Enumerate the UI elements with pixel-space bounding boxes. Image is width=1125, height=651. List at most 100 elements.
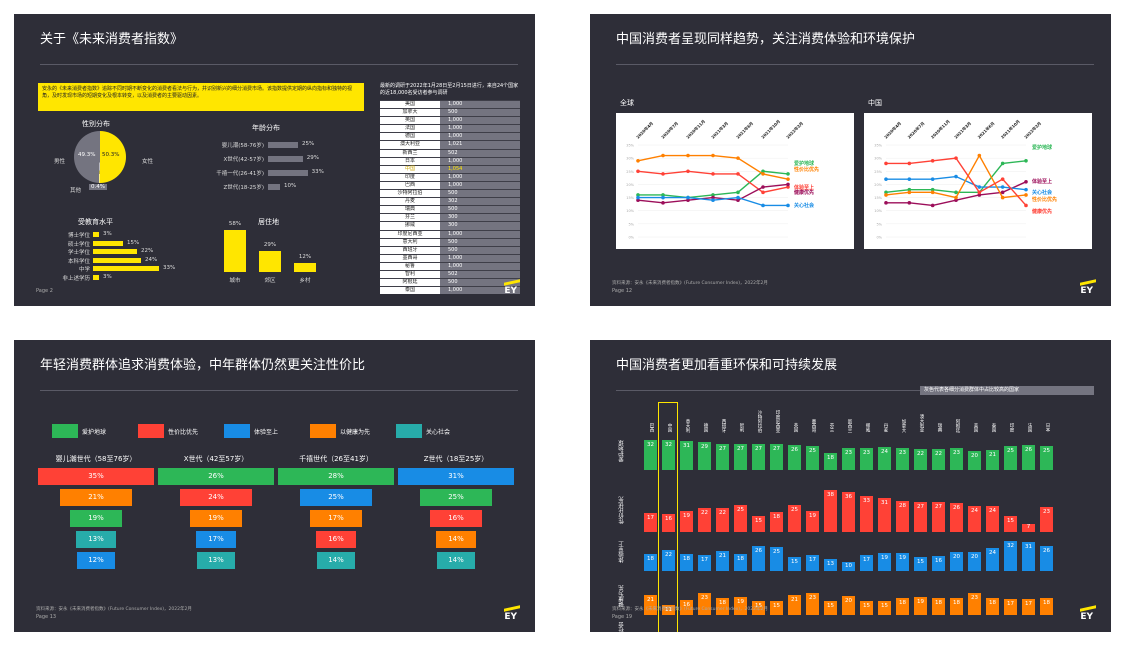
data-point (954, 198, 958, 202)
matrix-cell: 32 (1004, 540, 1017, 571)
matrix-cell: 27 (914, 502, 927, 532)
country-sample: 500 (440, 109, 520, 117)
funnel-bar: 14% (317, 552, 355, 569)
matrix-cell: 18 (824, 452, 837, 470)
country-header: 日本 (1045, 423, 1050, 432)
matrix-cell: 19 (896, 552, 909, 571)
matrix-cell: 15 (878, 600, 891, 615)
matrix-cell: 16 (932, 555, 945, 571)
legend-label: 性价比优先 (168, 428, 199, 436)
funnel-bar: 19% (190, 510, 242, 527)
legend-swatch (52, 424, 78, 438)
matrix-cell: 18 (1040, 597, 1053, 615)
matrix-cell: 20 (950, 552, 963, 571)
country-sample: 1,000 (440, 173, 520, 181)
data-point (1000, 161, 1005, 166)
series-label: 性价比优先 (793, 166, 819, 173)
edu-label: 博士学位 (67, 233, 90, 239)
country-header: 阿根廷 (955, 418, 960, 433)
x-tick-label: 2020年11月 (929, 118, 951, 140)
data-point (661, 201, 665, 205)
other-pct: 0.4% (89, 184, 107, 190)
age-value: 10% (284, 183, 297, 189)
country-sample: 1,000 (440, 254, 520, 262)
female-label: 女性 (142, 159, 154, 165)
country-name: 意大利 (380, 238, 440, 246)
china-line-chart: 0% 5% 10% 15% 20% 25% 30% 35% 2020年4月 2020年7月 2020… (864, 113, 1092, 249)
country-header: 芬兰 (829, 423, 834, 432)
x-tick-label: 2021年3月 (709, 120, 729, 140)
data-point (884, 201, 888, 205)
matrix-cell: 32 (662, 439, 675, 470)
y-tick-label: 5% (628, 222, 634, 226)
ey-logo: EY (504, 612, 517, 622)
y-tick-label: 10% (874, 209, 882, 213)
funnel-bar: 35% (38, 468, 154, 485)
matrix-cell: 17 (1022, 598, 1035, 615)
ey-logo: EY (1080, 286, 1093, 296)
generation-title: Z世代（18至25岁） (423, 455, 489, 463)
edu-value: 24% (145, 256, 158, 263)
data-point (954, 174, 958, 179)
data-point (884, 161, 888, 166)
age-bar (268, 156, 303, 162)
edu-bar (93, 232, 99, 237)
matrix-cell: 27 (770, 444, 783, 470)
data-point (711, 172, 715, 176)
matrix-cell: 26 (1022, 445, 1035, 470)
slide-china-trend: 中国消费者呈现同样趋势，关注消费体验和环境保护 全球 中国 0% 5% 10% 15%… (590, 14, 1111, 306)
matrix-cell: 18 (896, 597, 909, 615)
legend-label: 体验至上 (254, 428, 279, 436)
divider (616, 64, 1094, 65)
matrix-cell: 22 (662, 550, 675, 571)
data-point (686, 198, 690, 202)
country-sample: 500 (440, 190, 520, 198)
slide-about-index: 关于《未来消费者指数》 安永的《未来消费者指数》追踪不同时期不断变化的消费者看法… (14, 14, 535, 306)
funnel-bar: 19% (70, 510, 122, 527)
x-tick-label: 2020年7月 (659, 120, 679, 140)
country-row: 意大利 500 (380, 237, 520, 246)
country-sample: 1,054 (440, 165, 520, 173)
country-header: 新西兰 (847, 418, 852, 433)
matrix-cell: 17 (806, 554, 819, 571)
matrix-cell: 19 (878, 552, 891, 571)
country-row: 印度尼西亚 1,000 (380, 229, 520, 238)
country-header: 德国 (703, 423, 708, 432)
edu-value: 3% (103, 273, 112, 280)
matrix-cell: 27 (716, 444, 729, 470)
matrix-cell: 19 (806, 511, 819, 532)
data-point (930, 177, 935, 181)
data-point (786, 182, 790, 187)
matrix-cell: 22 (698, 507, 711, 532)
x-tick-label: 2021年6月 (976, 120, 996, 140)
matrix-cell: 26 (752, 546, 765, 571)
data-point (761, 172, 765, 176)
edu-value: 22% (141, 248, 154, 254)
edu-label: 非上述学历 (62, 275, 90, 282)
edu-label: 中学 (78, 267, 90, 273)
data-point (977, 185, 982, 189)
data-point (907, 187, 912, 192)
country-sample: 1,000 (440, 117, 520, 125)
data-point (786, 185, 790, 189)
country-name: 瑞典 (380, 206, 440, 214)
age-label: 婴儿潮(58-76岁) (221, 143, 264, 149)
other-label: 其他 (70, 188, 82, 194)
male-pct: 49.3% (78, 152, 96, 158)
data-point (761, 203, 765, 208)
matrix-cell: 15 (788, 556, 801, 571)
matrix-cell: 20 (968, 552, 981, 571)
funnel-bar: 17% (310, 510, 362, 527)
country-sample: 500 (440, 206, 520, 214)
data-point (884, 193, 888, 197)
series-label: 爱护地球 (794, 160, 815, 167)
legend-label: 爱护地球 (82, 428, 107, 436)
data-point (736, 172, 740, 176)
matrix-cell: 22 (914, 449, 927, 470)
matrix-cell: 16 (680, 599, 693, 615)
legend-item: 以健康为先 (310, 424, 370, 438)
matrix-cell: 24 (986, 505, 999, 532)
country-name: 澳大利亚 (380, 141, 440, 149)
matrix-cell: 15 (914, 556, 927, 571)
data-point (636, 193, 640, 197)
